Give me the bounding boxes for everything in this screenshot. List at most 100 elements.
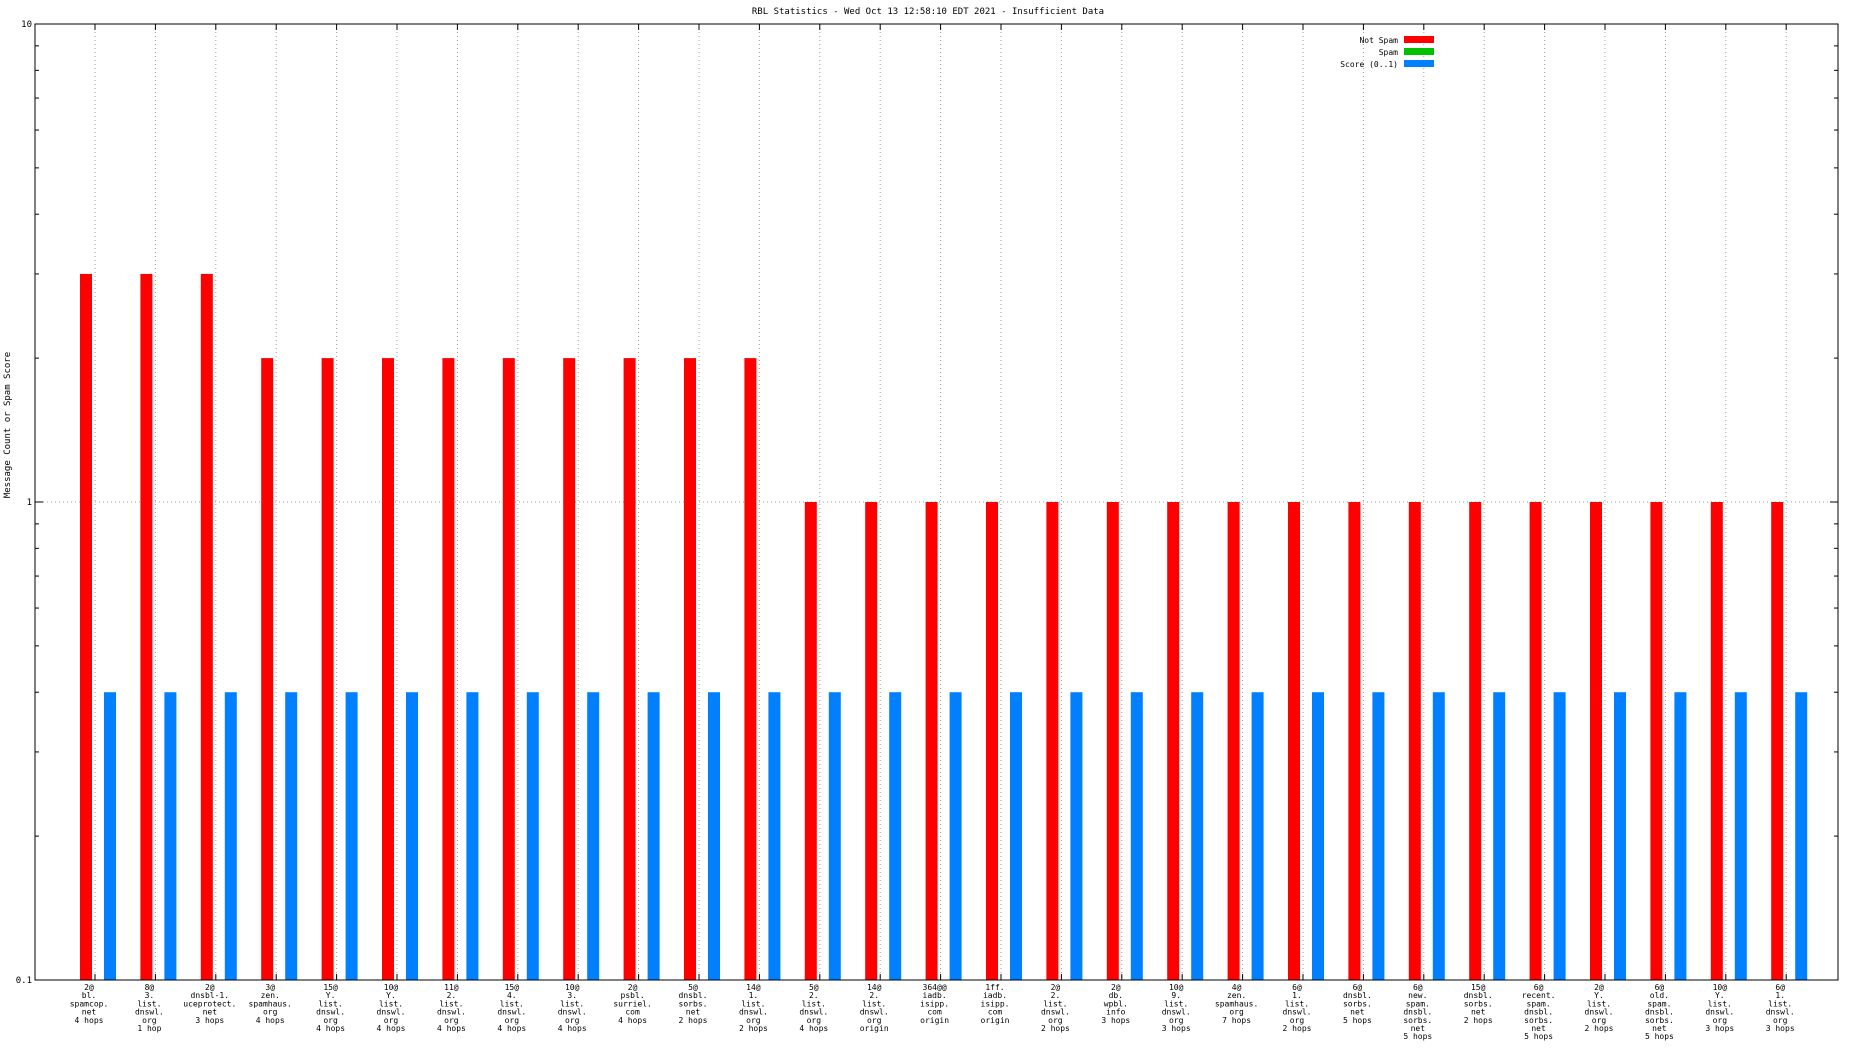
x-tick-label-line: list. — [1708, 999, 1732, 1008]
x-tick-label-line: list. — [1768, 999, 1792, 1008]
x-tick-label-line: 5@ — [809, 983, 819, 992]
x-tick-label-line: dnsbl. — [1343, 991, 1372, 1000]
x-tick-label-line: 10@ — [1169, 983, 1184, 992]
x-tick-label-line: 4 hops — [377, 1024, 406, 1033]
x-tick-label-line: psbl. — [621, 991, 645, 1000]
x-tick-label: 10@ 3. list. dnswl. org 4 hops — [558, 983, 587, 1033]
x-tick-label: 10@ Y. list. dnswl. org 3 hops — [1705, 983, 1734, 1033]
bar-score-0-1 — [1312, 692, 1324, 980]
x-tick-label-line: 4 hops — [497, 1024, 526, 1033]
bar-score-0-1 — [1130, 692, 1143, 980]
x-tick-label-line: 4 hops — [316, 1024, 345, 1033]
x-tick-label-line: dnsbl. — [1403, 1008, 1432, 1017]
x-tick-label: 3@ zen. spamhaus. org 4 hops — [249, 983, 292, 1025]
bar-not-spam — [804, 502, 817, 980]
x-tick-label-line: net — [686, 1008, 701, 1017]
x-tick-label-line: 2. — [447, 991, 457, 1000]
bar-score-0-1 — [889, 692, 902, 980]
x-tick-label-line: com — [927, 1008, 942, 1017]
x-tick-label-line: 5@ — [688, 983, 698, 992]
x-tick-label-line: dnswl. — [437, 1008, 466, 1017]
x-tick-label-line: 2. — [869, 991, 879, 1000]
x-tick-label-line: net — [1471, 1008, 1486, 1017]
x-tick-label-line: 10@ — [1713, 983, 1728, 992]
x-tick-label-line: spamhaus. — [249, 999, 292, 1008]
bar-score-0-1 — [1191, 692, 1204, 980]
legend-swatch — [1404, 48, 1434, 55]
x-tick-label-line: 4 hops — [437, 1024, 466, 1033]
x-tick-label-line: 7 hops — [1222, 1016, 1251, 1025]
x-tick-label-line: dnsbl. — [1645, 1008, 1674, 1017]
x-tick-label-line: 3 hops — [1705, 1024, 1734, 1033]
bar-not-spam — [442, 358, 455, 980]
x-tick-label-line: dnswl. — [1162, 1008, 1191, 1017]
x-tick-label-line: db. — [1109, 991, 1123, 1000]
x-tick-label-line: list. — [560, 999, 584, 1008]
x-tick-label-line: Y. — [1594, 991, 1604, 1000]
x-tick-label: 6@ dnsbl. sorbs. net 5 hops — [1343, 983, 1372, 1025]
x-tick-label-line: 3@ — [265, 983, 275, 992]
axis-layer: 10 1 0.1 — [16, 20, 1839, 986]
bar-not-spam — [865, 502, 878, 980]
x-tick-label: 8@ 3. list. dnswl. org 1 hop — [135, 983, 164, 1033]
x-tick-label-line: origin — [920, 1016, 949, 1025]
x-tick-label-line: list. — [379, 999, 403, 1008]
x-tick-label-line: Y. — [326, 991, 336, 1000]
y-tick-label: 10 — [21, 20, 32, 30]
x-tick-label-line: net — [203, 1008, 218, 1017]
x-tick-label-line: net — [1531, 1024, 1546, 1033]
bar-score-0-1 — [647, 692, 660, 980]
y-axis-label: Message Count or Spam Score — [3, 352, 13, 498]
x-tick-label-line: list. — [319, 999, 343, 1008]
bar-score-0-1 — [1553, 692, 1566, 980]
x-tick-label-line: dnswl. — [135, 1008, 164, 1017]
bar-not-spam — [1348, 502, 1361, 980]
x-tick-label-line: 4@ — [1232, 983, 1242, 992]
x-tick-label-line: list. — [802, 999, 826, 1008]
x-tick-label-line: 1 hop — [137, 1024, 161, 1033]
bar-score-0-1 — [104, 692, 116, 980]
bar-score-0-1 — [768, 692, 781, 980]
bar-score-0-1 — [285, 692, 298, 980]
x-tick-label-line: dnswl. — [377, 1008, 406, 1017]
x-tick-label-line: org — [444, 1016, 459, 1025]
x-tick-label-line: iadb. — [923, 991, 947, 1000]
x-tick-label-line: sorbs. — [1403, 1016, 1432, 1025]
bar-score-0-1 — [1674, 692, 1687, 980]
x-tick-label: 2@ bl. spamcop. net 4 hops — [70, 983, 109, 1025]
bar-not-spam — [684, 358, 696, 980]
x-tick-label-line: sorbs. — [1464, 999, 1493, 1008]
x-tick-label-line: list. — [862, 999, 886, 1008]
bar-not-spam — [200, 273, 213, 980]
x-tick-label-line: dnswl. — [1283, 1008, 1312, 1017]
x-tick-label-line: spamhaus. — [1215, 999, 1258, 1008]
x-tick-label-line: org — [1169, 1016, 1184, 1025]
x-tick-label-line: uceprotect. — [183, 999, 236, 1008]
x-tick-label-line: dnswl. — [739, 1008, 768, 1017]
x-tick-label-line: isipp. — [981, 999, 1010, 1008]
x-tick-label: 14@ 2. list. dnswl. org origin — [860, 983, 889, 1033]
x-tick-label-line: 1. — [749, 991, 759, 1000]
legend-label: Not Spam — [1359, 36, 1398, 45]
x-tick-label-line: org — [1229, 1008, 1244, 1017]
x-tick-label-line: isipp. — [920, 999, 949, 1008]
x-tick-label-line: org — [323, 1016, 338, 1025]
bar-not-spam — [1106, 502, 1119, 980]
bar-not-spam — [1227, 502, 1240, 980]
x-tick-label-line: org — [1290, 1016, 1305, 1025]
x-tick-label-line: surriel. — [613, 999, 652, 1008]
bar-score-0-1 — [1432, 692, 1445, 980]
x-tick-label-line: spamcop. — [70, 999, 109, 1008]
x-tick-label-line: dnsbl. — [1464, 991, 1493, 1000]
x-tick-label-line: list. — [1587, 999, 1611, 1008]
legend-swatch — [1404, 60, 1434, 67]
x-tick-label-line: org — [1713, 1016, 1728, 1025]
x-tick-label: 15@ dnsbl. sorbs. net 2 hops — [1464, 983, 1493, 1025]
x-tick-label-line: 3. — [567, 991, 577, 1000]
x-tick-label: 10@ 9. list. dnswl. org 3 hops — [1162, 983, 1191, 1033]
bar-not-spam — [1771, 502, 1784, 980]
bar-score-0-1 — [164, 692, 177, 980]
x-tick-label-line: 2@ — [84, 983, 94, 992]
x-tick-label-line: 2@ — [1111, 983, 1121, 992]
